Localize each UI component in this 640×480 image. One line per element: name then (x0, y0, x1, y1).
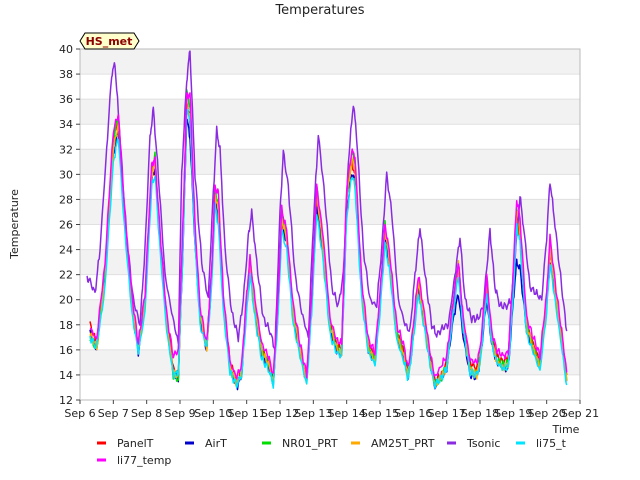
y-axis-label: Temperature (8, 189, 21, 260)
plot-band (80, 49, 580, 75)
legend-label-airt: AirT (205, 437, 227, 450)
y-tick-label: 38 (59, 68, 73, 81)
x-tick-label: Sep 17 (428, 407, 466, 420)
legend-label-nr01-prt: NR01_PRT (282, 437, 338, 450)
plot-band (80, 149, 580, 175)
legend-label-am25t-prt: AM25T_PRT (371, 437, 435, 450)
y-tick-label: 40 (59, 43, 73, 56)
x-tick-label: Sep 9 (164, 407, 195, 420)
station-badge-text: HS_met (86, 35, 133, 48)
legend-label-panelt: PanelT (117, 437, 154, 450)
series-line-li75-t (89, 108, 568, 389)
y-axis-ticks: 12 14 16 18 20 22 24 26 28 30 32 34 36 38 40 (59, 43, 80, 407)
x-tick-label: Sep 8 (131, 407, 162, 420)
y-tick-label: 28 (59, 193, 73, 206)
x-tick-label: Sep 21 (561, 407, 599, 420)
x-tick-label: Sep 18 (461, 407, 499, 420)
y-tick-label: 20 (59, 294, 73, 307)
x-tick-label: Sep 13 (294, 407, 332, 420)
plot-bands (80, 49, 580, 375)
series-line-tsonic (86, 50, 568, 352)
chart-title: Temperatures (274, 3, 364, 18)
x-tick-label: Sep 10 (194, 407, 232, 420)
y-tick-label: 32 (59, 143, 73, 156)
x-tick-label: Sep 7 (98, 407, 129, 420)
y-tick-label: 30 (59, 168, 73, 181)
x-tick-label: Sep 12 (261, 407, 299, 420)
series-line-li77-temp (90, 92, 568, 380)
plot-band (80, 99, 580, 125)
series-layer (86, 50, 568, 391)
plot-band (80, 199, 580, 225)
x-tick-label: Sep 19 (494, 407, 532, 420)
x-tick-label: Sep 15 (361, 407, 399, 420)
y-tick-label: 18 (59, 319, 73, 332)
y-tick-label: 36 (59, 93, 73, 106)
x-tick-label: Sep 11 (228, 407, 266, 420)
legend: PanelT AirT NR01_PRT AM25T_PRT Tsonic li75_tl… (97, 437, 567, 467)
y-tick-label: 14 (59, 369, 73, 382)
y-tick-label: 34 (59, 118, 73, 131)
y-tick-label: 12 (59, 394, 73, 407)
x-tick-label: Sep 14 (328, 407, 366, 420)
x-tick-label: Sep 6 (64, 407, 95, 420)
y-tick-label: 22 (59, 269, 73, 282)
legend-label-li77-temp: li77_temp (117, 454, 171, 467)
y-tick-label: 16 (59, 344, 73, 357)
station-badge-shape (79, 32, 140, 50)
x-axis-label: Time (552, 423, 580, 436)
legend-label-li75-t: li75_t (536, 437, 567, 450)
legend-label-tsonic: Tsonic (466, 437, 500, 450)
station-badge: HS_met (79, 32, 140, 50)
x-tick-label: Sep 16 (394, 407, 432, 420)
x-tick-label: Sep 20 (528, 407, 566, 420)
y-tick-label: 26 (59, 219, 73, 232)
y-tick-label: 24 (59, 244, 73, 257)
